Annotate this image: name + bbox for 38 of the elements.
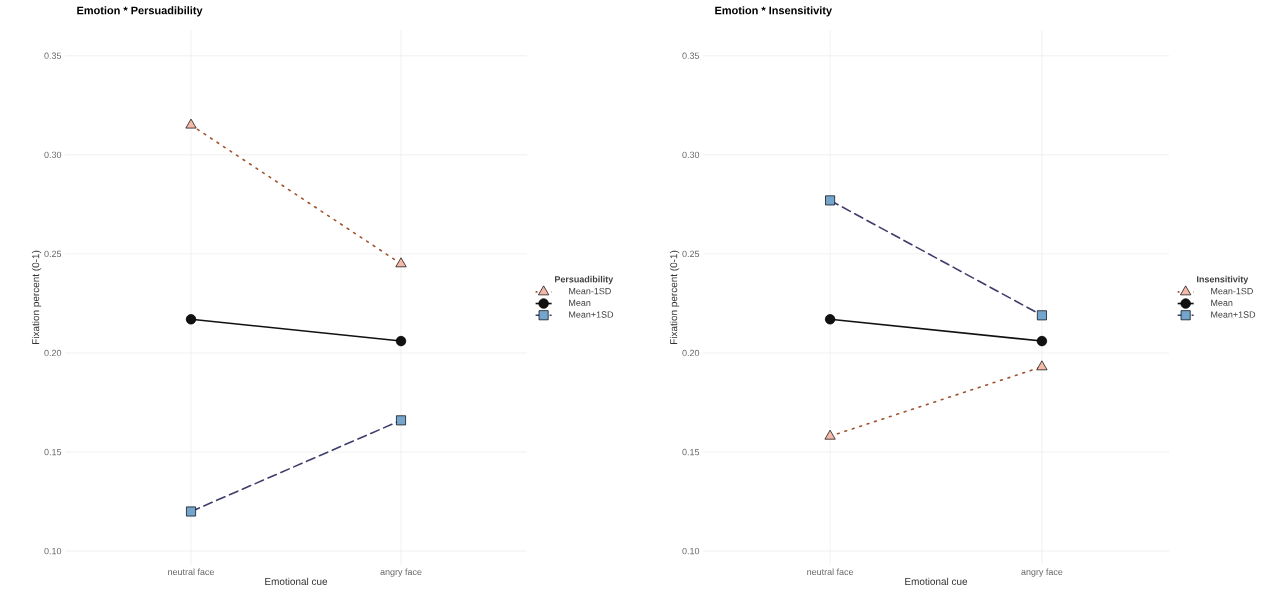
legend-title: Insensitivity bbox=[1197, 275, 1249, 285]
y-tick-label: 0.15 bbox=[682, 448, 700, 456]
y-tick-label: 0.15 bbox=[44, 448, 62, 456]
chart-title: Emotion * Persuadibility bbox=[77, 6, 203, 17]
x-tick-label: angry face bbox=[380, 568, 422, 577]
legend-title: Persuadibility bbox=[555, 275, 614, 285]
y-axis-title: Fixation percent (0-1) bbox=[31, 250, 42, 345]
y-tick-label: 0.35 bbox=[44, 52, 62, 59]
point bbox=[1036, 335, 1048, 347]
y-tick-label: 0.35 bbox=[682, 52, 700, 59]
point bbox=[1036, 310, 1047, 321]
y-axis-title: Fixation percent (0-1) bbox=[669, 250, 680, 345]
y-tick-label: 0.20 bbox=[682, 349, 700, 357]
legend-label: Mean bbox=[569, 299, 591, 306]
y-tick-label: 0.10 bbox=[682, 547, 700, 555]
point bbox=[186, 506, 196, 517]
legend-label: Mean-1SD bbox=[1211, 287, 1253, 295]
point bbox=[396, 415, 406, 426]
y-tick-label: 0.30 bbox=[682, 151, 700, 158]
point bbox=[824, 314, 836, 325]
legend-label: Mean+1SD bbox=[569, 311, 614, 318]
y-tick-label: 0.25 bbox=[44, 250, 62, 258]
y-tick-label: 0.30 bbox=[44, 151, 62, 158]
x-tick-label: neutral face bbox=[168, 568, 215, 576]
legend-label: Mean+1SD bbox=[1211, 311, 1256, 318]
y-tick-label: 0.10 bbox=[44, 547, 62, 555]
x-tick-label: neutral face bbox=[807, 568, 854, 576]
legend-label: Mean-1SD bbox=[569, 287, 611, 295]
y-tick-label: 0.25 bbox=[682, 250, 700, 258]
point bbox=[825, 195, 836, 206]
x-tick-label: angry face bbox=[1021, 568, 1063, 577]
y-tick-label: 0.20 bbox=[44, 349, 62, 357]
x-axis-title: Emotional cue bbox=[905, 577, 968, 586]
point bbox=[395, 335, 407, 347]
chart-title: Emotion * Insensitivity bbox=[715, 6, 832, 17]
x-axis-title: Emotional cue bbox=[265, 577, 328, 586]
point bbox=[185, 314, 197, 325]
legend-label: Mean bbox=[1211, 299, 1233, 306]
